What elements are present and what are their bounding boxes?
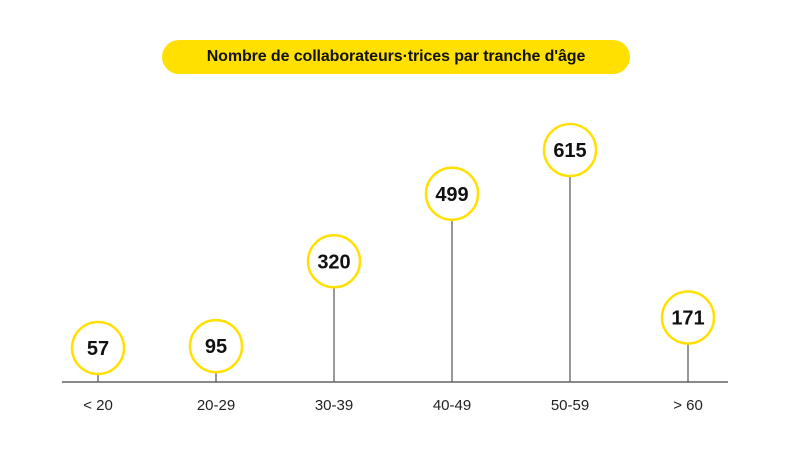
lollipop-bubble — [70, 320, 126, 376]
x-tick-label: < 20 — [83, 397, 113, 414]
x-tick-label: 50-59 — [551, 397, 589, 414]
data-label: 171 — [671, 307, 704, 329]
x-axis-tick-labels: < 20 20-29 30-39 40-49 50-59 > 60 — [83, 397, 703, 414]
data-label: 615 — [553, 140, 586, 162]
chart-marks: 57 95 320 499 615 171 — [70, 122, 716, 382]
lollipop-bubble — [424, 166, 480, 222]
lollipop-bubble — [188, 318, 244, 374]
lollipop-bubble — [542, 122, 598, 178]
lollipop-bubble — [306, 234, 362, 289]
chart-title: Nombre de collaborateurs·trices par tran… — [162, 40, 630, 74]
data-label: 499 — [435, 184, 468, 206]
x-tick-label: 40-49 — [433, 397, 471, 414]
x-tick-label: 30-39 — [315, 397, 353, 414]
data-label: 57 — [87, 338, 109, 360]
lollipop-bubble — [660, 290, 716, 345]
data-label: 320 — [317, 251, 350, 273]
x-tick-label: 20-29 — [197, 397, 235, 414]
x-tick-label: > 60 — [673, 397, 703, 414]
data-label: 95 — [205, 336, 227, 358]
